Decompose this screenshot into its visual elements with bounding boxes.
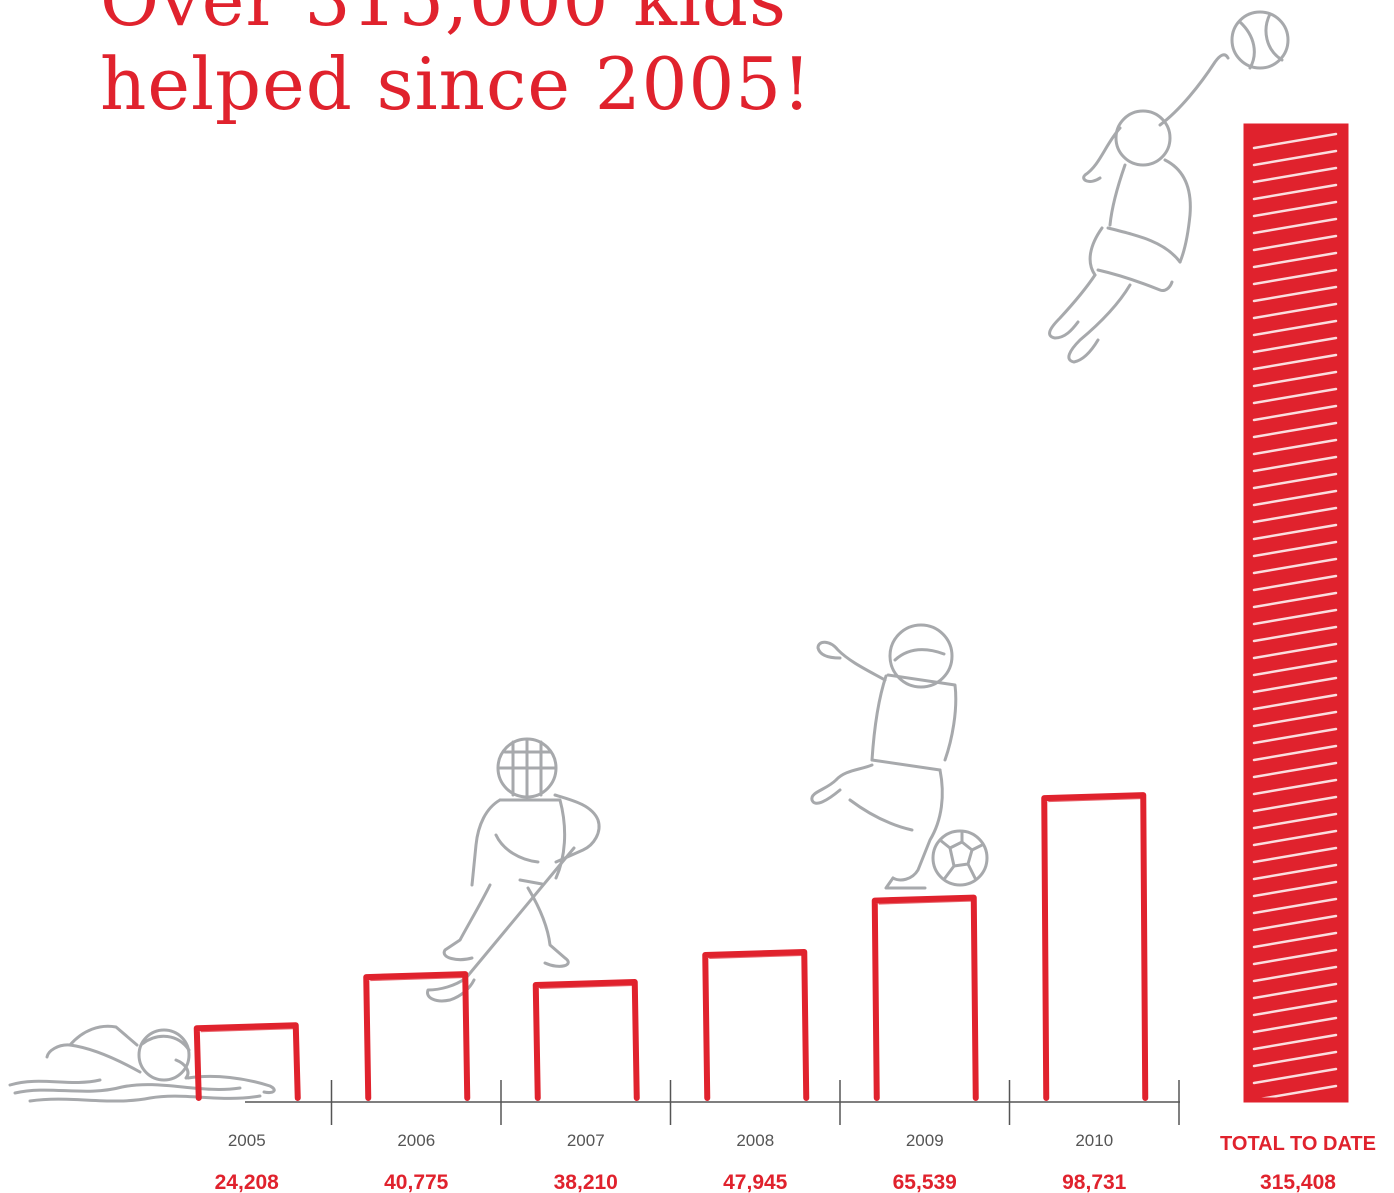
year-label-2007: 2007 — [567, 1131, 605, 1150]
year-label-2005: 2005 — [228, 1131, 266, 1150]
headline-line-2: helped since 2005! — [100, 42, 813, 126]
value-label-2007: 38,210 — [554, 1171, 618, 1193]
bar-2005 — [193, 1022, 301, 1101]
value-label-2009: 65,539 — [893, 1171, 957, 1193]
bar-total-to-date — [1243, 123, 1349, 1103]
basketball-player-sketch-icon — [1048, 10, 1290, 364]
illustrations — [8, 10, 1290, 1103]
value-label-2010: 98,731 — [1062, 1171, 1127, 1193]
bars — [193, 123, 1349, 1103]
bar-2010 — [1041, 792, 1149, 1101]
labels: 2005 24,208 2006 40,775 2007 38,210 2008 47,945… — [215, 1131, 1376, 1193]
soccer-player-sketch-icon — [810, 623, 989, 890]
year-label-2010: 2010 — [1075, 1131, 1113, 1150]
x-axis — [245, 1080, 1180, 1125]
value-label-2006: 40,775 — [384, 1171, 449, 1193]
headline: Over 315,000 kids helped since 2005! — [100, 0, 812, 126]
bar-2008 — [702, 948, 810, 1101]
bar-2009 — [871, 894, 979, 1101]
year-label-2006: 2006 — [397, 1131, 435, 1150]
bar-2006 — [363, 971, 471, 1101]
value-label-2008: 47,945 — [723, 1171, 788, 1193]
bar-2007 — [532, 979, 640, 1101]
year-label-2008: 2008 — [736, 1131, 774, 1150]
hockey-player-sketch-icon — [426, 737, 601, 1003]
year-label-2009: 2009 — [906, 1131, 944, 1150]
headline-line-1: Over 315,000 kids — [100, 0, 787, 42]
value-label-2005: 24,208 — [215, 1171, 280, 1193]
total-to-date-label: TOTAL TO DATE — [1220, 1133, 1376, 1155]
swimmer-sketch-icon — [8, 1024, 276, 1103]
total-to-date-value: 315,408 — [1260, 1171, 1336, 1193]
